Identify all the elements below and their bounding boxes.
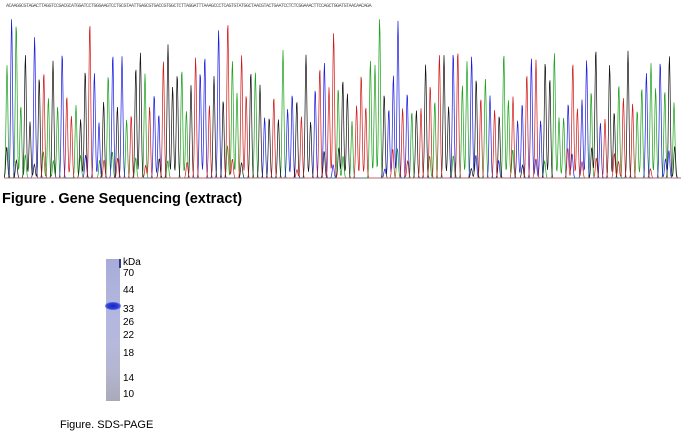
marker-14: 14 [123,373,135,384]
sds-page-caption: Figure. SDS-PAGE [60,419,154,431]
marker-lane-tick [119,259,121,268]
base-call-sequence: ACAAGGCGTAGACTTAGGTCCGACGCATGGATCCTGGGAA… [6,3,372,9]
marker-26: 26 [123,317,135,328]
marker-10: 10 [123,389,135,400]
kda-unit-label: kDa [123,257,141,268]
protein-band [105,302,121,310]
marker-70: 70 [123,268,135,279]
sequencing-caption: Figure . Gene Sequencing (extract) [2,191,243,207]
sequencing-chromatogram [4,19,681,179]
marker-44: 44 [123,285,135,296]
marker-22: 22 [123,330,135,341]
sds-page-gel-lane [106,259,120,401]
marker-18: 18 [123,348,135,359]
marker-33: 33 [123,304,135,315]
